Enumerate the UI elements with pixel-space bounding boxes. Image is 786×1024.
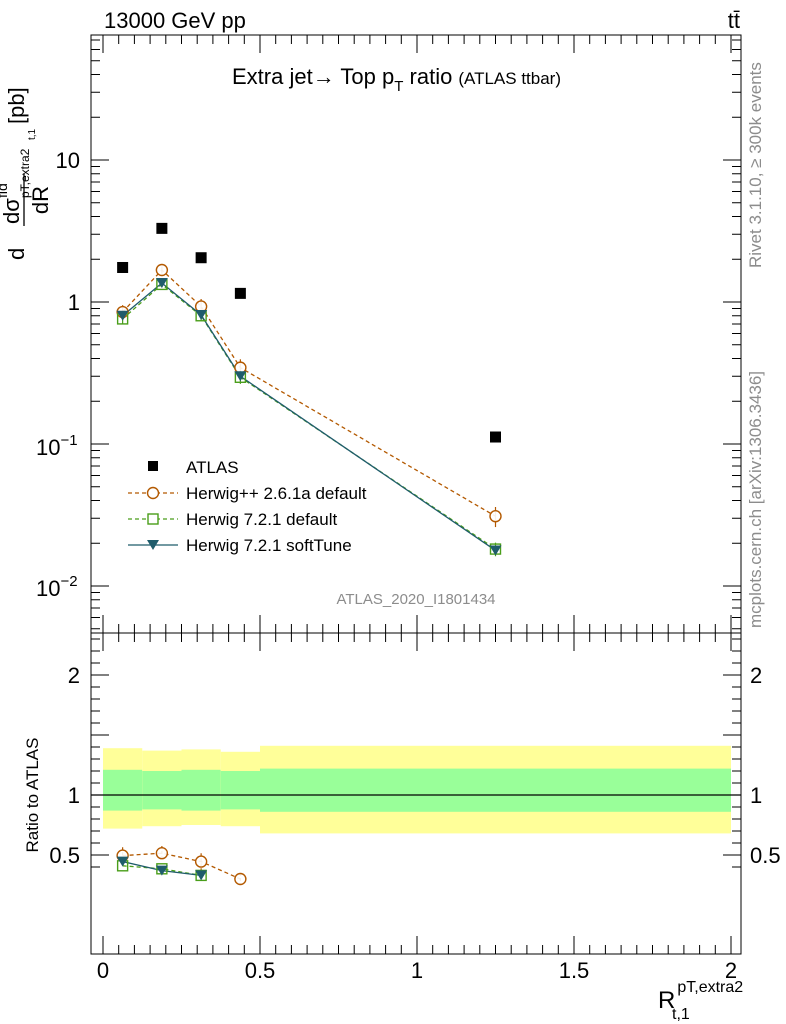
legend-label-atlas: ATLAS: [186, 458, 239, 477]
svg-text:[pb]: [pb]: [4, 87, 29, 124]
header-process: tt̄: [728, 8, 740, 33]
legend-entry-herwig721-softtune: Herwig 7.2.1 softTune: [128, 536, 352, 555]
main-panel: Extra jet→ Top pT ratio (ATLAS ttbar) 10 …: [0, 34, 742, 634]
uncertainty-band-inner: [220, 771, 260, 810]
header-energy: 13000 GeV pp: [104, 8, 246, 33]
point-atlas: [490, 431, 501, 443]
ratio-point-herwig-7-2-1-softtune: [195, 870, 208, 881]
point-atlas: [156, 222, 168, 234]
legend-label-herwigpp: Herwig++ 2.6.1a default: [186, 484, 367, 503]
xtick-label: 0.5: [245, 958, 276, 983]
xtick-label: 1.5: [559, 958, 590, 983]
ratio-point-herwig-7-2-1-softtune: [155, 865, 168, 876]
legend-entry-herwigpp: Herwig++ 2.6.1a default: [128, 484, 367, 503]
point-atlas: [195, 252, 207, 264]
ratio-ytick-label-left: 0.5: [49, 843, 80, 868]
ytick-label-0.01: 10−2: [36, 573, 78, 601]
point-herwig-7-2-1-softtune: [155, 278, 168, 289]
ratio-ytick-label-right: 0.5: [750, 843, 781, 868]
uncertainty-band-inner: [181, 769, 221, 811]
point-herwig-7-2-1-softtune: [489, 545, 502, 556]
ratio-frame: [90, 632, 742, 955]
xtick-label: 1: [411, 958, 423, 983]
svg-text:dR: dR: [28, 186, 53, 214]
ratio-point-herwig-2-6-1a-default: [194, 855, 208, 868]
svg-text:d: d: [4, 248, 29, 260]
point-herwig-7-2-1-softtune: [116, 310, 129, 321]
xtick-label: 2: [725, 958, 737, 983]
uncertainty-band-inner: [142, 771, 182, 810]
legend-marker-herwig721-default: [147, 513, 159, 525]
legend: ATLAS Herwig++ 2.6.1a default Herwig 7.2…: [128, 458, 367, 555]
legend-marker-herwigpp: [146, 486, 160, 500]
rivet-version-label: Rivet 3.1.10, ≥ 300k events: [746, 62, 765, 268]
ratio-ytick-label-right: 1: [750, 783, 762, 808]
ytick-label-1: 1: [68, 290, 80, 315]
point-herwig-7-2-1-softtune: [195, 309, 208, 320]
legend-entry-atlas: ATLAS: [148, 458, 239, 477]
ytick-label-0.1: 10−1: [36, 432, 78, 460]
main-ylabel: dR dσ fid pT,extra2 t,1 d [pb]: [0, 87, 53, 260]
ratio-point-herwig-2-6-1a-default: [155, 847, 169, 860]
mcplots-label: mcplots.cern.ch [arXiv:1306.3436]: [746, 371, 765, 628]
legend-entry-herwig721-default: Herwig 7.2.1 default: [128, 510, 337, 529]
svg-text:pT,extra2: pT,extra2: [18, 148, 32, 198]
legend-marker-atlas: [148, 461, 158, 471]
ratio-ytick-label-left: 1: [68, 783, 80, 808]
legend-label-herwig721-default: Herwig 7.2.1 default: [186, 510, 337, 529]
point-atlas: [117, 261, 129, 273]
ratio-point-herwig-7-2-1-softtune: [116, 856, 129, 867]
series-line-herwig-2-6-1a-default: [122, 269, 496, 517]
uncertainty-band-inner: [103, 769, 143, 811]
analysis-watermark: ATLAS_2020_I1801434: [336, 591, 495, 608]
x-axis-label-subscript: t,1: [672, 1006, 690, 1023]
ratio-point-herwig-2-6-1a-default: [234, 872, 247, 886]
xtick-label: 0: [97, 958, 109, 983]
point-herwig-2-6-1a-default: [489, 510, 502, 523]
ratio-line-herwig-2-6-1a-default: [122, 852, 241, 880]
plot-title: Extra jet→ Top pT ratio (ATLAS ttbar): [232, 64, 561, 95]
ytick-label-10: 10: [56, 148, 80, 173]
legend-marker-herwig721-softtune: [147, 540, 159, 550]
svg-text:t,1: t,1: [27, 128, 38, 140]
svg-text:fid: fid: [0, 183, 10, 198]
ratio-ylabel: Ratio to ATLAS: [23, 738, 42, 853]
point-atlas: [234, 287, 246, 299]
ratio-ytick-label-left: 2: [68, 663, 80, 688]
svg-text:dσ: dσ: [0, 198, 24, 224]
point-herwig-7-2-1-softtune: [234, 371, 247, 382]
ratio-ytick-label-right: 2: [750, 663, 762, 688]
legend-label-herwig721-softtune: Herwig 7.2.1 softTune: [186, 536, 352, 555]
point-herwig-2-6-1a-default: [155, 263, 169, 277]
uncertainty-band-inner: [260, 768, 731, 812]
